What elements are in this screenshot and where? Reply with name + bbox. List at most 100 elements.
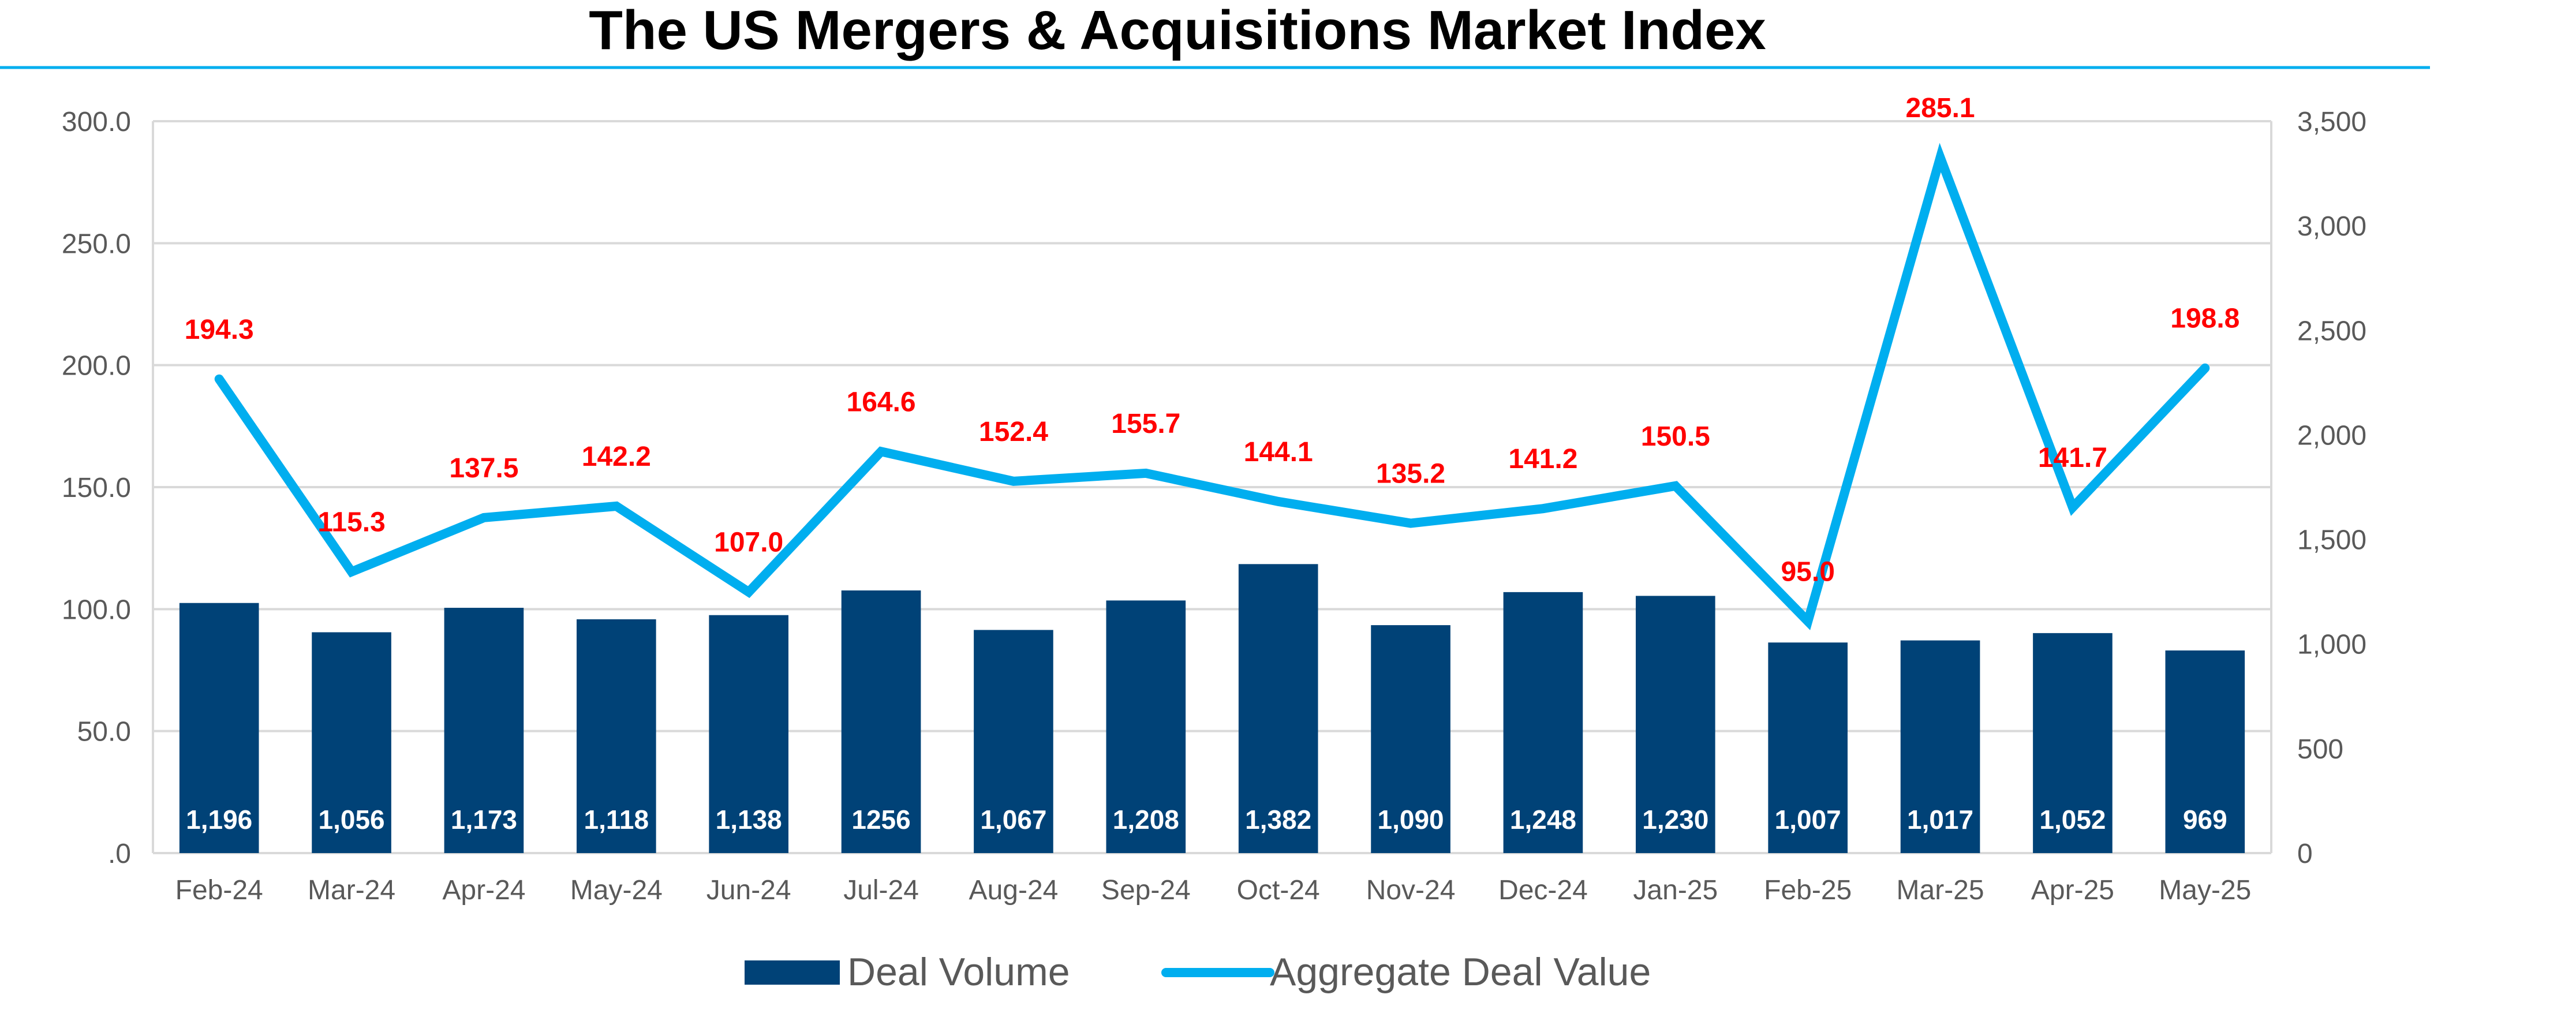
legend-deal-volume-label: Deal Volume [847,950,1070,994]
bar-value-label: 1,017 [1907,805,1973,835]
bar-value-label: 1,118 [584,805,649,835]
aggregate-deal-value-labels: 194.3 115.3 137.5 142.2 107.0 164.6 152.4 155.7… [185,93,2240,587]
bar [312,632,391,853]
aggregate-deal-value-polyline [214,143,2210,630]
line-value-label: 198.8 [2170,304,2239,334]
line-value-label: 107.0 [714,528,783,558]
bar [1238,564,1318,853]
line-point [748,591,750,593]
aggregate-deal-value-line [214,143,2210,630]
x-tick-label: Mar-25 [1897,875,1984,906]
line-point [1807,620,1809,622]
bar-value-label: 969 [2183,805,2227,835]
bar [1106,600,1186,853]
right-tick-label: 2,000 [2297,420,2366,451]
bar [1768,642,1848,853]
bar-value-label: 1,138 [716,805,782,835]
right-axis-ticks: 0 500 1,000 1,500 2,000 2,500 3,000 3,500 [2297,107,2366,869]
x-tick-label: Feb-24 [175,875,263,906]
bar-value-label: 1,173 [451,805,517,835]
deal-volume-labels: 1,196 1,056 1,173 1,118 1,138 1256 1,067 1,208 1… [186,805,2227,835]
line-value-label: 144.1 [1244,437,1313,468]
x-tick-label: Nov-24 [1366,875,1456,906]
line-point [615,505,617,507]
bar-value-label: 1,208 [1113,805,1179,835]
left-tick-label: 100.0 [62,595,131,625]
bar-value-label: 1256 [851,805,910,835]
line-value-label: 141.7 [2038,443,2107,473]
bar [841,590,921,853]
x-tick-label: Jul-24 [843,875,919,906]
bar [1900,640,1980,853]
x-tick-label: Oct-24 [1237,875,1320,906]
line-point [1410,522,1412,524]
legend-aggregate-deal-value-label: Aggregate Deal Value [1270,950,1651,994]
bar-value-label: 1,248 [1510,805,1576,835]
x-tick-label: May-25 [2159,875,2251,906]
bar [179,603,259,853]
line-point [2204,367,2206,369]
left-axis-ticks: .0 50.0 100.0 150.0 200.0 250.0 300.0 [62,107,131,869]
bar [1636,596,1715,853]
x-tick-label: Apr-24 [442,875,525,906]
right-tick-label: 0 [2297,839,2313,869]
bar [2033,633,2113,853]
line-point [1145,472,1147,474]
line-value-label: 155.7 [1111,409,1180,439]
right-tick-label: 500 [2297,734,2343,765]
deal-volume-bars [179,564,2245,853]
line-point [218,378,220,380]
line-value-label: 137.5 [449,453,518,484]
line-point [1939,156,1941,158]
bar [974,630,1053,853]
line-value-label: 194.3 [185,315,254,345]
left-tick-label: 250.0 [62,229,131,259]
right-tick-label: 1,500 [2297,525,2366,556]
line-value-label: 115.3 [317,507,385,538]
legend: Deal Volume Aggregate Deal Value [745,950,1651,994]
line-point [483,517,485,518]
bar [577,619,656,853]
line-value-label: 285.1 [1906,93,1975,124]
bar-value-label: 1,382 [1245,805,1311,835]
line-value-label: 95.0 [1781,556,1834,587]
x-tick-label: Aug-24 [969,875,1059,906]
left-tick-label: 200.0 [62,351,131,382]
line-point [351,571,353,573]
right-tick-label: 2,500 [2297,316,2366,346]
bar-value-label: 1,007 [1775,805,1841,835]
bar-value-label: 1,090 [1378,805,1444,835]
left-tick-label: .0 [108,839,131,869]
bar [1371,625,1450,853]
x-tick-label: Feb-25 [1764,875,1852,906]
right-tick-label: 3,500 [2297,107,2366,137]
bar-value-label: 1,196 [186,805,252,835]
line-value-label: 142.2 [582,442,651,472]
left-tick-label: 150.0 [62,473,131,503]
line-point [880,451,882,453]
line-value-label: 152.4 [979,417,1048,447]
bar-value-label: 1,230 [1642,805,1708,835]
x-tick-label: Jan-25 [1633,875,1718,906]
x-tick-label: May-24 [570,875,663,906]
line-value-label: 135.2 [1376,459,1445,489]
line-value-label: 150.5 [1641,421,1710,452]
bar-value-label: 1,056 [319,805,385,835]
line-point [1542,508,1544,510]
bar-value-label: 1,067 [980,805,1046,835]
left-tick-label: 300.0 [62,107,131,137]
line-point [1277,500,1279,502]
bar [1503,592,1583,853]
line-point [1674,485,1676,487]
legend-deal-volume-swatch [745,960,840,985]
bar [2165,650,2245,853]
line-value-label: 141.2 [1508,444,1577,474]
right-tick-label: 1,000 [2297,630,2366,660]
x-tick-label: Apr-25 [2031,875,2114,906]
line-point [2072,507,2073,508]
bar [709,615,788,853]
x-tick-label: Mar-24 [308,875,395,906]
line-point [1012,480,1014,482]
x-tick-label: Dec-24 [1498,875,1588,906]
